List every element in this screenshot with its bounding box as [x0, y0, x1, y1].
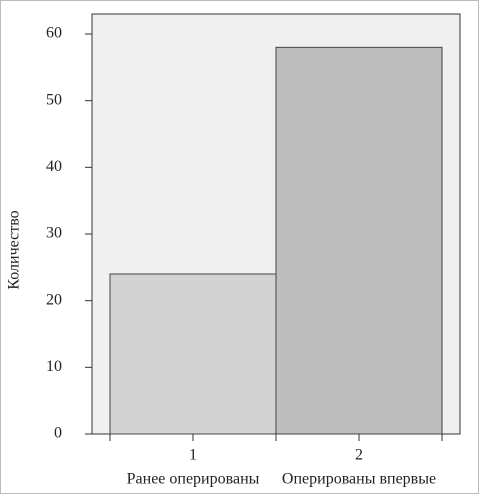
y-axis-label: Количество — [6, 210, 23, 289]
x-tick-label: 1 — [189, 447, 197, 464]
y-tick-label: 0 — [54, 425, 62, 442]
bar — [275, 46, 443, 435]
y-tick-label: 50 — [46, 91, 62, 108]
y-tick-label: 40 — [46, 158, 62, 175]
category-label: Ранее оперированы — [127, 471, 260, 488]
y-tick-label: 10 — [46, 358, 62, 375]
y-tick-label: 30 — [46, 225, 62, 242]
y-tick-label: 60 — [46, 25, 62, 42]
category-label: Оперированы впервые — [282, 471, 436, 488]
bar — [109, 273, 277, 435]
y-tick-label: 20 — [46, 291, 62, 308]
x-tick-label: 2 — [355, 447, 363, 464]
